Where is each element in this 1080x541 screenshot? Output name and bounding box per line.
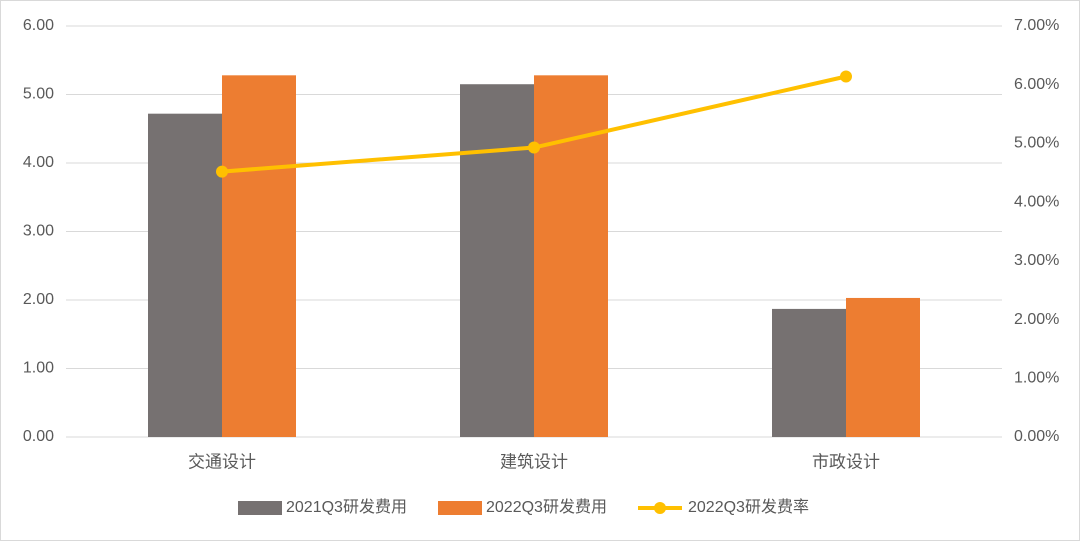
y-tick-label: 6.00 (23, 17, 54, 34)
bar (534, 75, 608, 437)
line-marker (216, 165, 228, 178)
y-tick-label: 3.00 (23, 223, 54, 240)
y2-tick-label: 1.00% (1014, 370, 1059, 387)
legend-swatch (238, 501, 282, 515)
y-tick-label: 4.00 (23, 154, 54, 171)
y2-tick-label: 4.00% (1014, 193, 1059, 210)
x-tick-label: 建筑设计 (500, 452, 568, 471)
legend-swatch (438, 501, 482, 515)
bar (222, 75, 296, 437)
legend-label: 2022Q3研发费用 (486, 498, 607, 516)
y2-tick-label: 6.00% (1014, 76, 1059, 93)
y2-tick-label: 2.00% (1014, 311, 1059, 328)
x-tick-label: 交通设计 (188, 452, 256, 471)
legend-swatch-marker (654, 502, 666, 514)
y-tick-label: 0.00 (23, 428, 54, 445)
line-marker (840, 70, 852, 83)
y-tick-label: 1.00 (23, 360, 54, 377)
y2-tick-label: 7.00% (1014, 17, 1059, 34)
y-tick-label: 5.00 (23, 86, 54, 103)
legend-label: 2022Q3研发费率 (688, 498, 809, 516)
x-tick-label: 市政设计 (812, 452, 880, 471)
legend-label: 2021Q3研发费用 (286, 498, 407, 516)
bar (846, 297, 920, 437)
line-marker (528, 141, 540, 154)
bar (772, 308, 846, 437)
y2-tick-label: 0.00% (1014, 428, 1059, 445)
y2-tick-label: 3.00% (1014, 252, 1059, 269)
bar (460, 84, 534, 437)
bar (148, 113, 222, 438)
y-tick-label: 2.00 (23, 291, 54, 308)
y2-tick-label: 5.00% (1014, 135, 1059, 152)
